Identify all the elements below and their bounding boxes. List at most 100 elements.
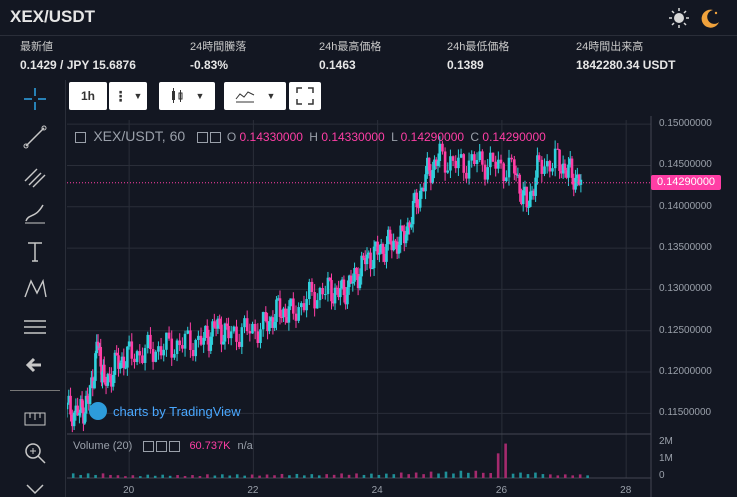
volume-bar: [116, 475, 120, 478]
candle-body: [572, 177, 576, 190]
volume-tick-label: 2M: [659, 436, 673, 447]
candle-body: [86, 395, 89, 400]
eye-icon[interactable]: [143, 440, 155, 452]
legend-o-label: O: [226, 130, 237, 144]
fullscreen-button[interactable]: [289, 82, 321, 110]
tradingview-credit[interactable]: charts by TradingView: [89, 402, 241, 420]
candle-body: [67, 402, 69, 410]
price-chart[interactable]: [67, 116, 737, 497]
candle-body: [443, 151, 447, 173]
header: XEX/USDT: [0, 0, 737, 36]
more-tools[interactable]: [20, 474, 50, 497]
candle-body: [576, 174, 579, 178]
candle-body: [271, 317, 275, 328]
candle-body: [431, 169, 434, 183]
y-tick-label: 0.13500000: [659, 242, 712, 254]
volume-value: 60.737K: [189, 440, 231, 452]
candle-body: [209, 336, 213, 351]
candle-body: [516, 174, 520, 176]
candle-body: [528, 191, 532, 207]
indicators-dropdown[interactable]: ▼: [224, 82, 286, 110]
candle-body: [104, 382, 108, 386]
pattern-tool[interactable]: [20, 274, 50, 304]
candle-body: [135, 351, 139, 363]
candle-body: [397, 244, 401, 254]
candle-body: [106, 373, 110, 386]
volume-bar: [161, 474, 164, 478]
x-tick-label: 20: [123, 485, 135, 496]
measure-tool[interactable]: [20, 312, 50, 342]
last-price-tag: 0.14290000: [651, 175, 721, 191]
volume-bar: [258, 475, 261, 478]
candle-body: [385, 244, 388, 262]
candle-body: [497, 159, 500, 169]
candle-body: [181, 345, 184, 349]
measure-icon: [24, 320, 46, 334]
candle-body: [326, 277, 330, 295]
candle-body: [459, 154, 463, 158]
candle-body: [305, 299, 308, 311]
volume-bar: [71, 473, 75, 478]
candle-body: [218, 318, 221, 325]
candle-body: [292, 298, 295, 314]
eye-icon[interactable]: [196, 132, 208, 144]
fullscreen-icon: [296, 87, 314, 105]
stat-last-price: 最新値 0.1429 / JPY 15.6876: [20, 38, 136, 72]
collapse-icon[interactable]: [75, 132, 86, 144]
volume-bar: [243, 475, 246, 478]
zoom-tool[interactable]: [20, 438, 50, 468]
volume-bar: [414, 472, 418, 478]
candle-body: [346, 287, 349, 305]
candle-body: [413, 192, 417, 201]
candle-body: [94, 353, 97, 381]
volume-label: Volume (20): [73, 440, 133, 452]
candle-body: [269, 317, 273, 322]
candle-body: [289, 298, 292, 307]
candle-body: [313, 291, 316, 309]
candle-body: [436, 160, 440, 167]
volume-bar: [280, 473, 284, 478]
hide-tools[interactable]: [20, 350, 50, 380]
candle-body: [372, 246, 376, 269]
trendline-tool[interactable]: [20, 122, 50, 152]
caret-down-icon: ▼: [266, 91, 276, 101]
candle-body: [266, 321, 269, 332]
chart-area[interactable]: XEX/USDT, 60 O 0.14330000 H 0.14330000 L…: [67, 116, 737, 497]
text-tool[interactable]: [20, 236, 50, 266]
candle-body: [406, 222, 410, 235]
moon-icon[interactable]: [699, 8, 721, 30]
drawing-toolbar: [0, 80, 66, 497]
candle-body: [467, 160, 471, 179]
candle-body: [353, 268, 356, 282]
fib-tool[interactable]: [20, 160, 50, 190]
chart-type-dropdown[interactable]: ▼: [159, 82, 215, 110]
sun-icon[interactable]: [669, 8, 689, 28]
interval-button[interactable]: 1h: [69, 82, 107, 110]
candle-body: [494, 161, 497, 169]
volume-buttons[interactable]: [143, 440, 181, 452]
candle-body: [256, 331, 260, 343]
volume-bar: [250, 474, 254, 478]
candle-body: [183, 333, 187, 349]
candle-body: [199, 335, 203, 345]
candle-body: [111, 374, 115, 387]
candle-body: [328, 277, 332, 281]
candle-body: [520, 193, 523, 205]
x-tick-label: 26: [495, 485, 508, 496]
candle-body: [411, 200, 415, 225]
candle-body: [261, 312, 265, 330]
interval-dropdown[interactable]: ⋮ ▼: [109, 82, 147, 110]
crosshair-tool[interactable]: [20, 84, 50, 114]
legend-buttons[interactable]: [196, 132, 221, 144]
ruler-tool[interactable]: [20, 402, 50, 432]
brush-tool[interactable]: [20, 198, 50, 228]
gear-icon[interactable]: [209, 132, 221, 144]
candle-body: [323, 294, 327, 296]
candle-body: [202, 337, 205, 345]
candle-body: [426, 157, 429, 175]
stat-volume: 24時間出来高 1842280.34 USDT: [576, 38, 675, 72]
close-icon[interactable]: [169, 440, 181, 452]
gear-icon[interactable]: [156, 440, 168, 452]
volume-bar: [213, 475, 217, 478]
volume-bar: [303, 475, 306, 478]
